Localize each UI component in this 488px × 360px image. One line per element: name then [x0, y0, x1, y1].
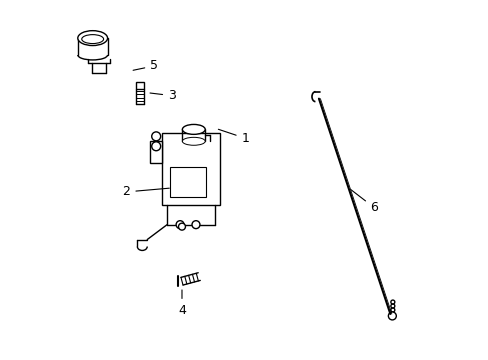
FancyBboxPatch shape	[170, 167, 205, 197]
Circle shape	[387, 312, 395, 320]
FancyBboxPatch shape	[150, 141, 162, 163]
Ellipse shape	[182, 137, 205, 145]
Circle shape	[192, 221, 200, 229]
Ellipse shape	[182, 125, 205, 134]
FancyBboxPatch shape	[136, 82, 144, 89]
Circle shape	[151, 142, 161, 151]
FancyBboxPatch shape	[162, 133, 219, 205]
Ellipse shape	[81, 35, 103, 44]
Text: 5: 5	[133, 59, 158, 72]
Text: 4: 4	[178, 290, 185, 317]
Circle shape	[178, 223, 185, 230]
Text: 3: 3	[150, 89, 176, 102]
Text: 6: 6	[350, 190, 378, 214]
Text: 1: 1	[218, 129, 249, 145]
Text: 2: 2	[122, 185, 169, 198]
Ellipse shape	[78, 31, 107, 46]
Circle shape	[151, 132, 161, 141]
Circle shape	[176, 221, 183, 229]
